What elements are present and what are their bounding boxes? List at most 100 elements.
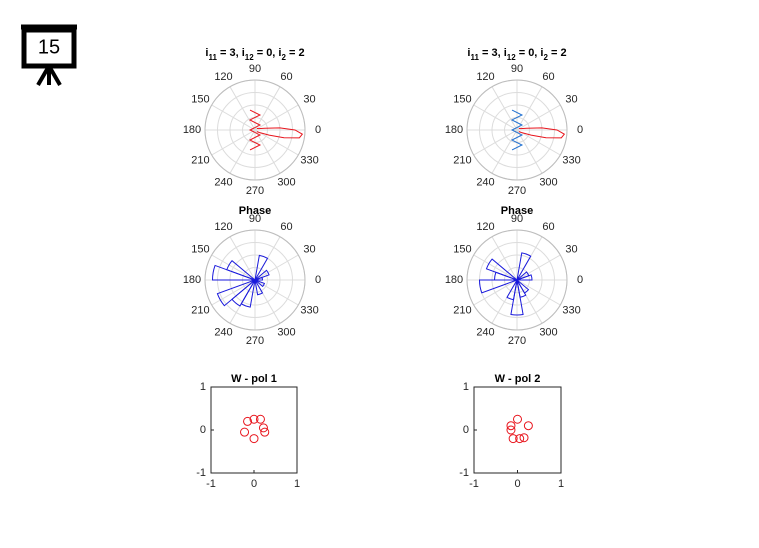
theta-tick-label: 150 bbox=[191, 243, 209, 255]
y-tick-label: -1 bbox=[459, 467, 469, 479]
histogram-wedge bbox=[254, 254, 269, 281]
theta-tick-label: 150 bbox=[453, 243, 471, 255]
theta-tick-label: 150 bbox=[453, 93, 471, 105]
histogram-wedge bbox=[254, 279, 266, 288]
scatter-point bbox=[258, 423, 268, 433]
chart-title: W - pol 1 bbox=[231, 373, 277, 385]
theta-grid-line bbox=[491, 129, 518, 174]
polar-outline bbox=[466, 229, 568, 331]
theta-tick-label: 90 bbox=[511, 63, 523, 75]
histogram-wedge bbox=[254, 279, 264, 296]
polar-line bbox=[256, 127, 304, 139]
scatter-point bbox=[240, 427, 250, 437]
title-part: 11 bbox=[208, 53, 217, 62]
scatter-point bbox=[523, 421, 533, 431]
theta-grid-line bbox=[254, 254, 299, 281]
theta-tick-label: 120 bbox=[476, 71, 494, 83]
x-tick-label: 1 bbox=[558, 478, 564, 490]
theta-grid-line bbox=[516, 86, 543, 131]
histogram-wedge bbox=[516, 279, 527, 298]
theta-tick-label: 330 bbox=[562, 154, 580, 166]
title-part: = 0, i bbox=[254, 47, 282, 59]
plot-area bbox=[473, 386, 562, 474]
theta-tick-label: 60 bbox=[280, 71, 292, 83]
title-part: i bbox=[205, 47, 208, 59]
scatter-point bbox=[249, 434, 259, 444]
polar-line bbox=[518, 127, 566, 139]
theta-tick-label: 240 bbox=[476, 177, 494, 189]
histogram-wedge bbox=[510, 279, 524, 316]
x-tick-label: 0 bbox=[514, 478, 520, 490]
y-tick-label: 0 bbox=[200, 424, 206, 436]
polar-outline bbox=[204, 79, 306, 181]
theta-tick-label: 60 bbox=[542, 71, 554, 83]
theta-tick-label: 300 bbox=[539, 327, 557, 339]
theta-grid-line bbox=[491, 236, 518, 281]
histogram-wedge bbox=[516, 274, 533, 281]
chart-title: W - pol 2 bbox=[495, 373, 541, 385]
scatter-point bbox=[255, 414, 265, 424]
polar-line bbox=[510, 109, 524, 151]
theta-tick-label: 30 bbox=[303, 243, 315, 255]
theta-tick-label: 120 bbox=[476, 221, 494, 233]
scatter-point bbox=[506, 421, 516, 431]
theta-grid-line bbox=[516, 129, 543, 174]
theta-tick-label: 30 bbox=[565, 243, 577, 255]
scatter-point bbox=[513, 414, 522, 424]
y-tick-label: -1 bbox=[196, 467, 206, 479]
histogram-wedge bbox=[516, 252, 532, 281]
histogram-wedge bbox=[478, 279, 518, 294]
title-part: i bbox=[467, 47, 470, 59]
theta-tick-label: 330 bbox=[300, 304, 318, 316]
theta-grid-line bbox=[254, 86, 281, 131]
theta-tick-label: 180 bbox=[183, 274, 201, 286]
theta-grid-line bbox=[473, 129, 518, 156]
chart-title: Phase bbox=[501, 205, 533, 217]
theta-grid-line bbox=[491, 86, 518, 131]
scatter-point bbox=[506, 425, 516, 435]
histogram-wedge bbox=[516, 271, 530, 281]
slide-number: 15 bbox=[38, 36, 60, 58]
theta-tick-label: 90 bbox=[249, 63, 261, 75]
polar-outline bbox=[204, 229, 306, 331]
theta-tick-label: 270 bbox=[246, 335, 264, 347]
theta-tick-label: 150 bbox=[191, 93, 209, 105]
theta-tick-label: 180 bbox=[445, 274, 463, 286]
theta-tick-label: 270 bbox=[246, 185, 264, 197]
histogram-wedge bbox=[231, 279, 256, 307]
title-part: = 3, i bbox=[479, 47, 507, 59]
theta-tick-label: 330 bbox=[562, 304, 580, 316]
title-part: 12 bbox=[245, 53, 254, 62]
theta-tick-label: 120 bbox=[214, 221, 232, 233]
histogram-wedge bbox=[240, 279, 256, 308]
theta-tick-label: 210 bbox=[453, 154, 471, 166]
theta-grid-line bbox=[229, 86, 256, 131]
theta-grid-line bbox=[473, 279, 518, 306]
scatter-point bbox=[519, 433, 529, 443]
theta-tick-label: 210 bbox=[453, 304, 471, 316]
theta-grid-line bbox=[211, 254, 256, 281]
histogram-wedge bbox=[211, 264, 256, 281]
theta-grid-line bbox=[254, 104, 299, 131]
theta-tick-label: 270 bbox=[508, 335, 526, 347]
y-tick-label: 0 bbox=[463, 424, 469, 436]
theta-grid-line bbox=[211, 279, 256, 306]
theta-tick-label: 30 bbox=[303, 93, 315, 105]
theta-tick-label: 240 bbox=[476, 327, 494, 339]
theta-grid-line bbox=[516, 129, 561, 156]
chart-title: i11 = 3, i12 = 0, i2 = 2 bbox=[467, 47, 566, 62]
theta-tick-label: 0 bbox=[315, 274, 321, 286]
theta-grid-line bbox=[516, 104, 561, 131]
theta-tick-label: 210 bbox=[191, 304, 209, 316]
polar-line bbox=[248, 109, 262, 151]
theta-tick-label: 0 bbox=[315, 124, 321, 136]
scatter-point bbox=[515, 434, 525, 444]
scatter-point bbox=[260, 427, 270, 437]
scatter-point bbox=[508, 434, 518, 444]
theta-tick-label: 0 bbox=[577, 124, 583, 136]
theta-tick-label: 0 bbox=[577, 274, 583, 286]
y-tick-label: 1 bbox=[200, 381, 206, 393]
theta-tick-label: 90 bbox=[249, 213, 261, 225]
theta-tick-label: 90 bbox=[511, 213, 523, 225]
